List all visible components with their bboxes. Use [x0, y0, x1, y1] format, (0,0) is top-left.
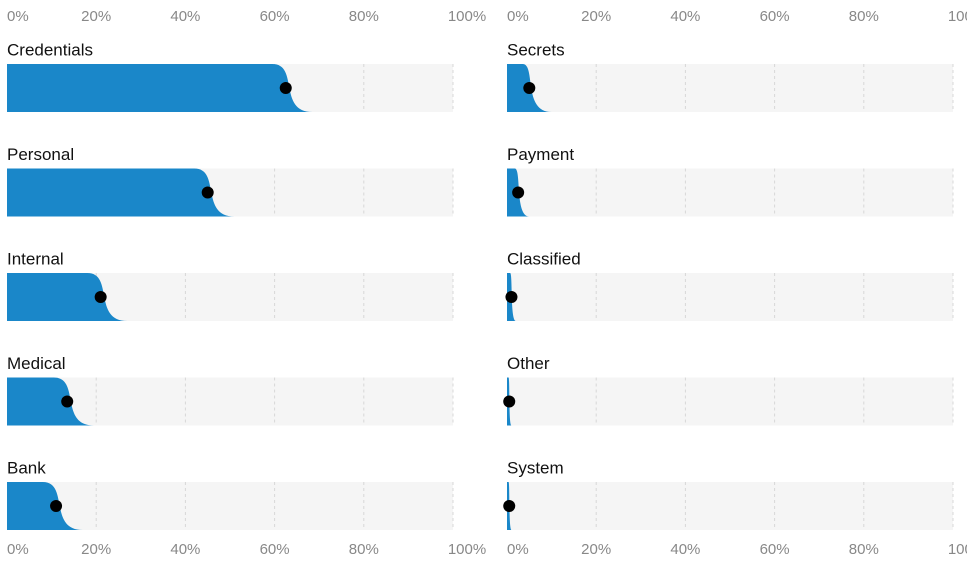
x-tick-label: 100% [948, 8, 967, 25]
bar [7, 377, 94, 426]
category-label: Secrets [507, 40, 565, 59]
value-dot [50, 500, 63, 512]
bar [7, 64, 313, 112]
x-tick-label: 20% [581, 541, 611, 558]
x-tick-label: 100% [448, 8, 486, 25]
category-label: System [507, 458, 564, 477]
x-tick-label: 60% [760, 541, 790, 558]
bar [7, 482, 83, 530]
category-label: Medical [7, 354, 66, 373]
category-label: Credentials [7, 40, 93, 59]
category-label: Payment [507, 145, 574, 164]
x-tick-label: 60% [760, 8, 790, 25]
value-dot [279, 82, 292, 94]
track [7, 482, 453, 530]
x-tick-label: 20% [81, 8, 111, 25]
value-dot [201, 186, 214, 199]
value-dot [523, 82, 536, 94]
value-dot [94, 291, 107, 303]
x-tick-label: 0% [7, 8, 29, 25]
x-tick-label: 20% [81, 541, 111, 558]
value-dot [503, 500, 516, 512]
category-label: Other [507, 354, 550, 373]
x-tick-label: 40% [670, 541, 700, 558]
bar [7, 273, 128, 321]
track [507, 168, 953, 217]
track [507, 64, 953, 112]
x-tick-label: 0% [507, 541, 529, 558]
x-tick-label: 60% [260, 8, 290, 25]
category-label: Internal [7, 249, 64, 268]
category-label: Classified [507, 249, 581, 268]
track [507, 482, 953, 530]
bar [7, 168, 235, 217]
x-tick-label: 40% [670, 8, 700, 25]
x-tick-label: 0% [507, 8, 529, 25]
track [507, 377, 953, 426]
x-tick-label: 80% [349, 8, 379, 25]
x-tick-label: 80% [349, 541, 379, 558]
value-dot [61, 395, 74, 408]
x-tick-label: 100% [948, 541, 967, 558]
value-dot [505, 291, 518, 303]
x-tick-label: 60% [260, 541, 290, 558]
x-tick-label: 0% [7, 541, 29, 558]
x-tick-label: 20% [581, 8, 611, 25]
track [7, 377, 453, 426]
x-tick-label: 80% [849, 8, 879, 25]
x-tick-label: 100% [448, 541, 486, 558]
track [507, 273, 953, 321]
x-tick-label: 40% [170, 8, 200, 25]
value-dot [512, 186, 525, 199]
x-tick-label: 80% [849, 541, 879, 558]
value-dot [503, 395, 516, 408]
category-label: Personal [7, 145, 74, 164]
x-tick-label: 40% [170, 541, 200, 558]
category-label: Bank [7, 458, 46, 477]
